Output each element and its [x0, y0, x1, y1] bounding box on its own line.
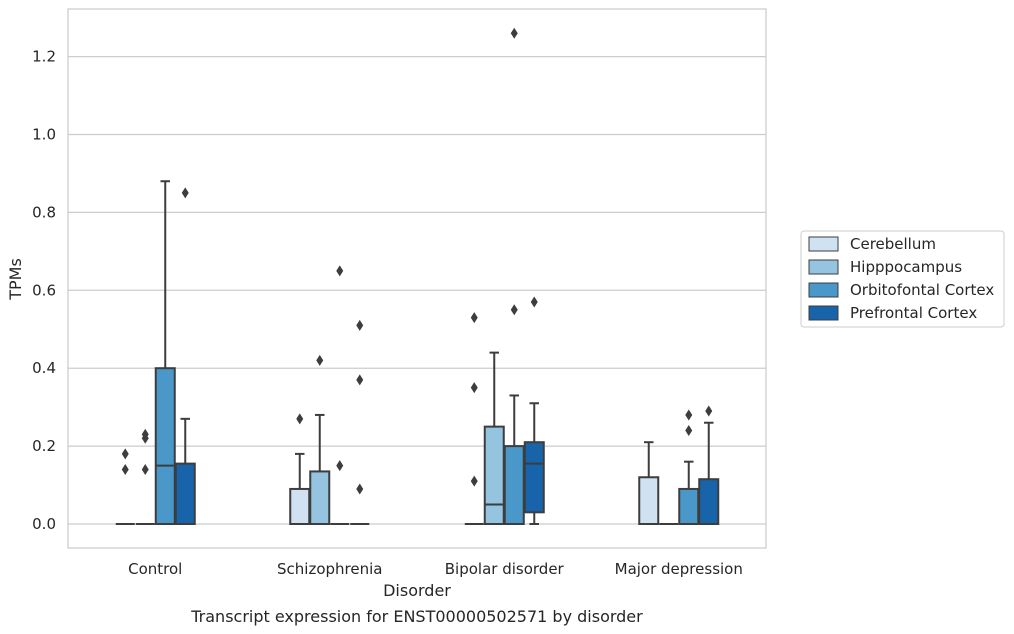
- box-body: [523, 441, 545, 514]
- outlier-point: [336, 460, 344, 472]
- outlier-point: [181, 187, 189, 199]
- x-tick-label: Schizophrenia: [277, 560, 382, 578]
- legend-label: Hipppocampus: [850, 258, 962, 276]
- outlier-point: [121, 463, 129, 475]
- legend-swatch: [808, 259, 839, 275]
- box-prefrontal-cortex: [350, 319, 370, 525]
- box-body: [483, 425, 505, 525]
- outlier-point: [356, 319, 364, 331]
- outlier-point: [510, 304, 518, 316]
- legend-swatch: [808, 282, 839, 298]
- legend-swatch: [808, 305, 839, 321]
- x-axis-title: Disorder: [383, 581, 451, 600]
- box-body: [698, 478, 720, 525]
- legend-frame: [800, 230, 1005, 328]
- outlier-point: [316, 354, 324, 366]
- box-body: [638, 476, 660, 526]
- legend-label: Orbitofontal Cortex: [850, 281, 994, 299]
- box-cerebellum: [115, 448, 135, 525]
- outlier-point: [356, 374, 364, 386]
- legend-swatch: [808, 236, 839, 252]
- outlier-point: [336, 265, 344, 277]
- y-tick-label: 1.0: [32, 126, 56, 144]
- legend-label: Cerebellum: [850, 235, 936, 253]
- x-tick-label: Major depression: [615, 560, 743, 578]
- outlier-point: [121, 448, 129, 460]
- y-tick-label: 0.2: [32, 437, 56, 455]
- box-hipppocampus: [135, 428, 155, 525]
- chart-caption: Transcript expression for ENST0000050257…: [190, 607, 643, 626]
- legend: Cerebellum Hipppocampus Orbitofontal Corte…: [800, 230, 1005, 328]
- box-cerebellum: [289, 413, 311, 526]
- box-prefrontal-cortex: [523, 296, 545, 525]
- outlier-point: [141, 463, 149, 475]
- outlier-point: [685, 409, 693, 421]
- legend-label: Prefrontal Cortex: [850, 304, 977, 322]
- x-tick-label: Control: [128, 560, 182, 578]
- outlier-point: [530, 296, 538, 308]
- box-orbitofontal-cortex: [678, 409, 700, 526]
- box-prefrontal-cortex: [174, 187, 196, 526]
- box-orbitofontal-cortex: [330, 265, 350, 525]
- box-body: [309, 470, 331, 526]
- box-body: [289, 487, 311, 526]
- box-orbitofontal-cortex: [503, 27, 525, 526]
- outlier-point: [705, 405, 713, 417]
- box-prefrontal-cortex: [698, 405, 720, 525]
- y-tick-label: 0.8: [32, 203, 56, 221]
- outlier-point: [296, 413, 304, 425]
- box-body: [174, 462, 196, 526]
- y-tick-label: 0.6: [32, 281, 56, 299]
- x-axis-ticks: Control Schizophrenia Bipolar disorder Majo…: [128, 560, 743, 578]
- box-series: [115, 27, 720, 526]
- x-tick-label: Bipolar disorder: [445, 560, 565, 578]
- outlier-point: [141, 428, 149, 440]
- box-body: [678, 487, 700, 526]
- y-tick-label: 0.0: [32, 515, 56, 533]
- box-body: [154, 367, 176, 526]
- box-hipppocampus: [309, 354, 331, 526]
- outlier-point: [685, 425, 693, 437]
- y-axis-title: TPMs: [6, 258, 25, 301]
- outlier-point: [470, 312, 478, 324]
- box-orbitofontal-cortex: [154, 180, 176, 526]
- y-tick-label: 0.4: [32, 359, 56, 377]
- y-axis-ticks: 0.0 0.2 0.4 0.6 0.8 1.0 1.2: [32, 48, 56, 533]
- outlier-point: [356, 483, 364, 495]
- plot-area: [67, 8, 767, 549]
- outlier-point: [470, 475, 478, 487]
- outlier-point: [470, 382, 478, 394]
- y-tick-label: 1.2: [32, 48, 56, 66]
- box-cerebellum: [638, 441, 660, 526]
- outlier-point: [510, 27, 518, 39]
- box-cerebellum: [464, 312, 484, 525]
- box-body: [503, 445, 525, 526]
- box-hipppocampus: [483, 351, 505, 525]
